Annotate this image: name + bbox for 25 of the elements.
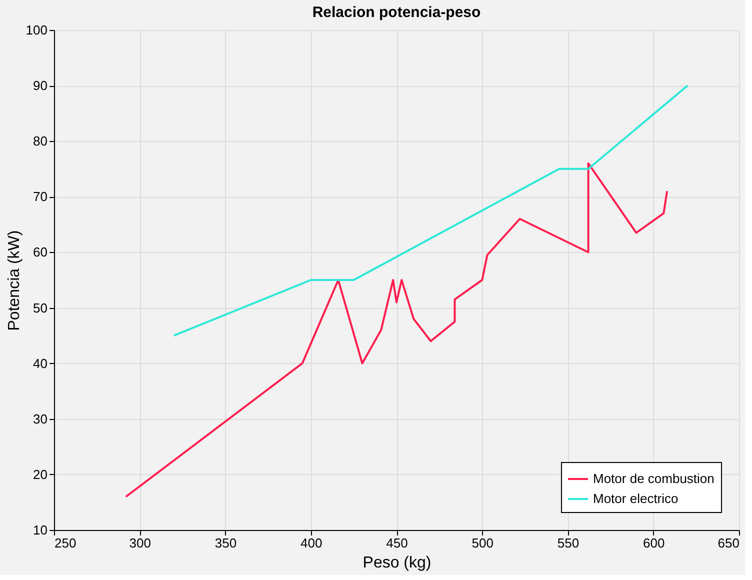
y-tick-label: 100 [26, 22, 48, 38]
x-tick-label: 400 [300, 536, 322, 550]
y-tick-label: 80 [33, 134, 48, 149]
y-tick-label: 30 [33, 411, 48, 426]
y-axis-title: Potencia (kW) [6, 230, 23, 331]
y-tick-label: 60 [33, 244, 48, 260]
y-tick-label: 70 [33, 189, 48, 204]
legend-label: Motor electrico [593, 491, 678, 506]
y-tick-label: 40 [33, 356, 48, 371]
x-tick-label: 500 [472, 536, 494, 550]
legend-label: Motor de combustion [593, 471, 714, 486]
x-tick-label: 250 [54, 536, 76, 550]
y-tick-label: 90 [33, 78, 48, 94]
y-tick-label: 50 [33, 300, 48, 316]
y-tick-label: 20 [33, 466, 48, 482]
x-tick-label: 300 [129, 536, 151, 550]
x-tick-label: 350 [214, 536, 237, 550]
x-tick-label: 600 [643, 536, 665, 550]
chart-title: Relacion potencia-peso [312, 4, 481, 21]
x-axis-title: Peso (kg) [362, 554, 432, 572]
x-tick-label: 650 [718, 536, 740, 550]
line-series [172, 84, 689, 337]
x-tick-label: 550 [557, 536, 580, 550]
x-tick-label: 450 [386, 536, 408, 550]
y-tick-label: 10 [33, 522, 48, 538]
